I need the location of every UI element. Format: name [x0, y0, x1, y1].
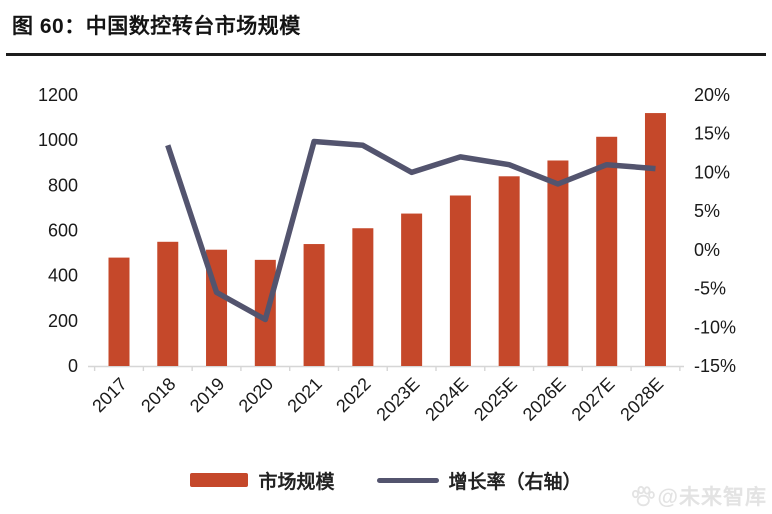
x-axis-label: 2019: [186, 374, 228, 416]
y2-axis-label: 20%: [694, 85, 730, 105]
y2-axis-label: 10%: [694, 162, 730, 182]
legend-item-market-size: 市场规模: [190, 467, 335, 494]
market-size-bar: [352, 228, 374, 366]
x-axis-label: 2026E: [519, 374, 570, 425]
market-size-bar: [498, 176, 520, 366]
x-axis-label: 2027E: [568, 374, 619, 425]
y-axis-label: 200: [48, 311, 78, 331]
y-axis-label: 400: [48, 266, 78, 286]
paw-icon: [631, 485, 655, 507]
market-size-bar: [596, 136, 618, 366]
y-axis-label: 1000: [38, 130, 78, 150]
y2-axis-label: -10%: [694, 317, 736, 337]
x-axis-label: 2020: [235, 374, 277, 416]
line-swatch-icon: [376, 477, 439, 483]
x-axis-label: 2025E: [470, 374, 521, 425]
watermark: @未来智库: [631, 481, 767, 511]
market-size-bar: [644, 113, 666, 366]
legend-label: 市场规模: [258, 471, 335, 493]
market-size-bar: [547, 160, 569, 366]
y2-axis-label: -15%: [694, 356, 736, 376]
market-size-bar: [157, 241, 179, 366]
x-axis-label: 2024E: [421, 374, 472, 425]
y-axis-label: 800: [48, 175, 78, 195]
bar-swatch-icon: [190, 473, 249, 487]
y-axis-label: 0: [68, 356, 78, 376]
x-axis-label: 2023E: [372, 374, 423, 425]
legend-label: 增长率（右轴）: [448, 471, 582, 493]
y2-axis-label: -5%: [694, 279, 726, 299]
y2-axis-label: 5%: [694, 201, 720, 221]
y-axis-label: 600: [48, 221, 78, 241]
x-axis-label: 2017: [88, 374, 130, 416]
page-title: 图 60：中国数控转台市场规模: [12, 15, 301, 38]
legend-item-growth-rate: 增长率（右轴）: [376, 467, 582, 494]
x-axis-label: 2021: [283, 374, 325, 416]
watermark-text: @未来智库: [657, 486, 767, 509]
market-size-bar: [303, 244, 325, 366]
chart-legend: 市场规模 增长率（右轴）: [0, 464, 772, 496]
y2-axis-label: 15%: [694, 124, 730, 144]
market-size-bar: [449, 195, 471, 366]
growth-rate-line: [165, 138, 656, 323]
x-axis-label: 2028E: [616, 374, 667, 425]
x-axis-label: 2018: [137, 374, 179, 416]
y-axis-label: 1200: [38, 85, 78, 105]
market-size-bar: [108, 257, 130, 366]
title-underline: [6, 53, 766, 56]
x-axis-label: 2022: [332, 374, 374, 416]
market-size-bar: [401, 213, 423, 366]
y2-axis-label: 0%: [694, 240, 720, 260]
